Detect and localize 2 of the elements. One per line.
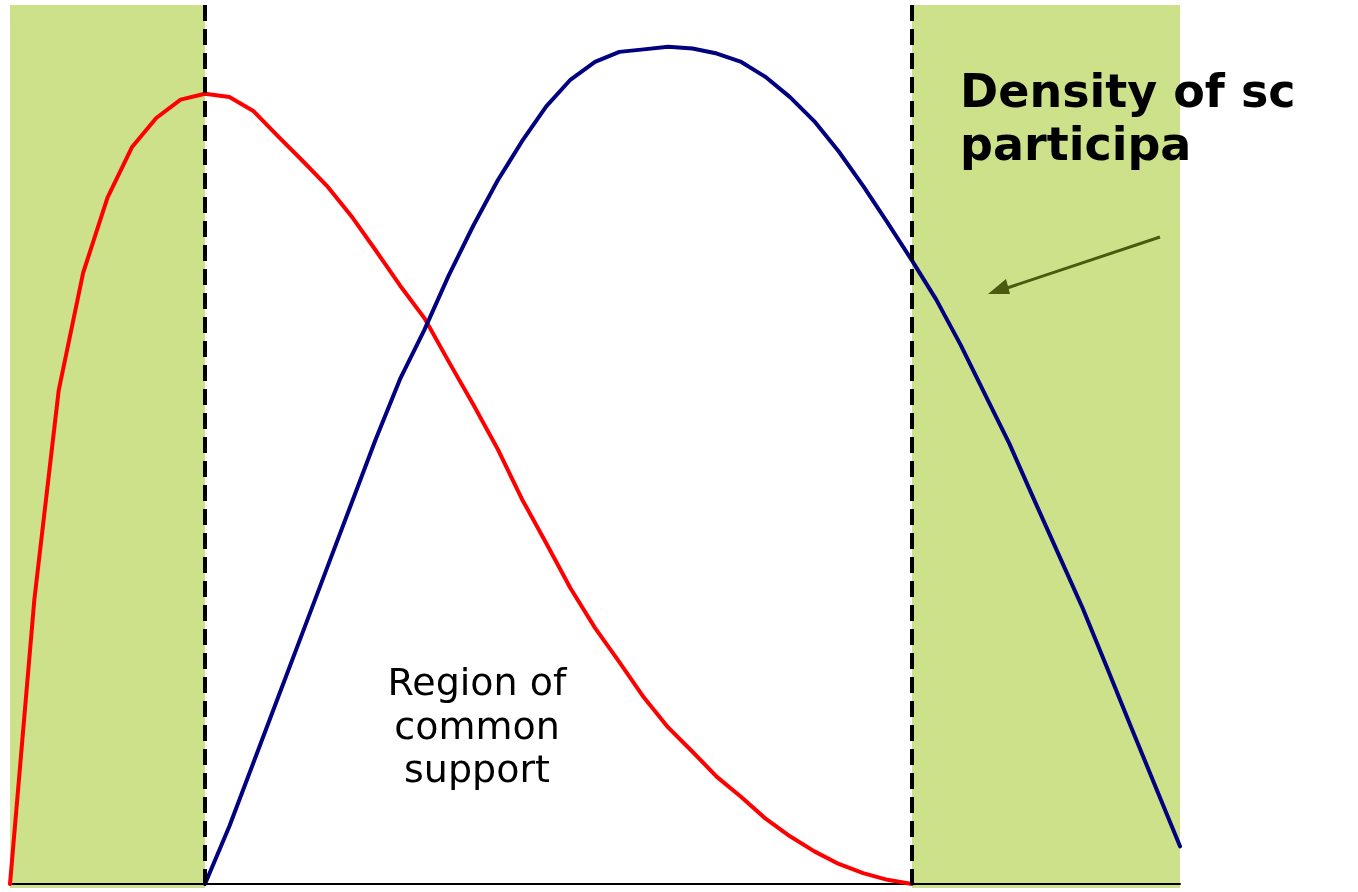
annotation: Density of sc participa	[960, 64, 1296, 172]
annotation: Region of common support	[387, 659, 569, 792]
